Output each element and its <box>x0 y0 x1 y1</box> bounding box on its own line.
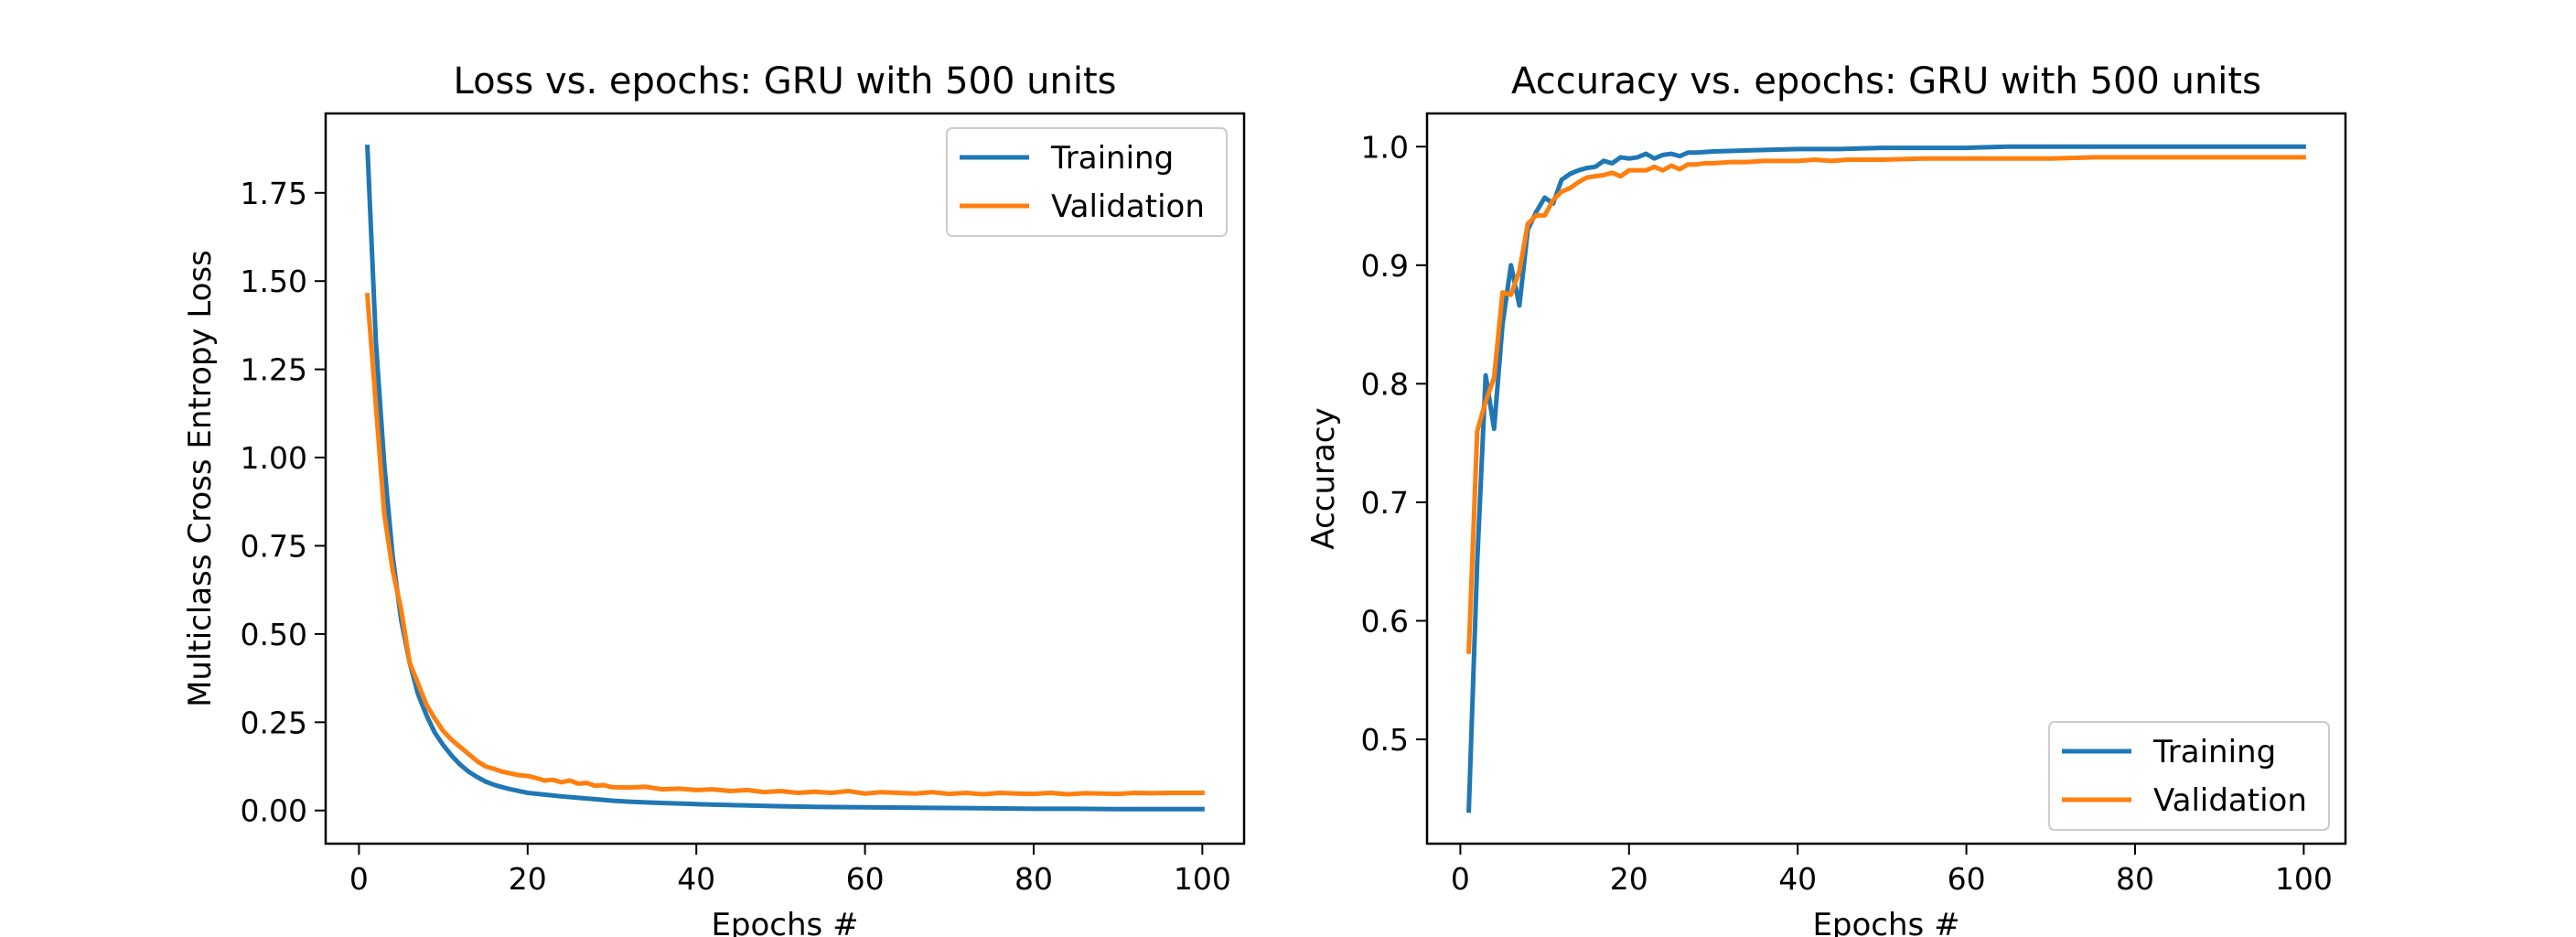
legend: Training Validation <box>2048 721 2330 831</box>
x-tick-label: 20 <box>509 861 547 897</box>
y-tick-label: 1.00 <box>241 440 307 476</box>
x-tick-label: 60 <box>846 861 885 897</box>
chart-panel-loss: Loss vs. epochs: GRU with 500 units 0 20 40… <box>182 60 1246 937</box>
legend: Training Validation <box>946 127 1228 237</box>
legend-label-validation: Validation <box>1051 188 1205 225</box>
legend-label-validation: Validation <box>2153 782 2307 819</box>
series-line-training <box>365 145 1205 812</box>
y-tick-label: 0.9 <box>1361 248 1409 284</box>
x-axis-label: Epochs # <box>1812 907 1959 937</box>
x-tick-label: 40 <box>677 861 715 897</box>
series-line-validation <box>364 292 1205 797</box>
y-tick-label: 1.75 <box>241 176 307 211</box>
y-tick-label: 1.0 <box>1361 129 1409 165</box>
legend-label-training: Training <box>2152 734 2276 770</box>
chart-title: Loss vs. epochs: GRU with 500 units <box>454 60 1117 102</box>
series-line-validation <box>1466 155 2306 654</box>
axes-frame <box>1425 112 2347 845</box>
y-tick-label: 1.50 <box>241 264 307 299</box>
x-tick-label: 80 <box>1014 861 1053 897</box>
y-tick-label: 0.7 <box>1361 485 1409 521</box>
y-tick-label: 0.25 <box>241 705 307 740</box>
x-tick-label: 0 <box>349 861 369 897</box>
x-tick-label: 20 <box>1610 861 1648 897</box>
axes-frame <box>324 112 1246 845</box>
y-tick-label: 0.00 <box>241 793 307 829</box>
y-tick-label: 1.25 <box>241 352 307 388</box>
chart-panel-accuracy: Accuracy vs. epochs: GRU with 500 units 0… <box>1305 60 2347 937</box>
x-tick-label: 40 <box>1778 861 1817 897</box>
y-tick-label: 0.6 <box>1361 603 1409 639</box>
y-tick-label: 0.50 <box>241 617 307 652</box>
y-tick-label: 0.8 <box>1361 366 1409 402</box>
series-line-training <box>1466 144 2306 813</box>
y-tick-label: 0.5 <box>1361 722 1409 758</box>
y-tick-label: 0.75 <box>241 528 307 564</box>
legend-label-training: Training <box>1050 140 1174 177</box>
y-axis-label: Accuracy <box>1305 407 1342 549</box>
x-tick-label: 80 <box>2116 861 2154 897</box>
x-tick-label: 60 <box>1948 861 1986 897</box>
x-axis-label: Epochs # <box>711 907 858 937</box>
x-tick-label: 0 <box>1451 861 1470 897</box>
y-axis-label: Multiclass Cross Entropy Loss <box>182 250 219 707</box>
x-tick-label: 100 <box>2275 861 2333 897</box>
chart-title: Accuracy vs. epochs: GRU with 500 units <box>1511 60 2261 102</box>
x-tick-label: 100 <box>1174 861 1231 897</box>
